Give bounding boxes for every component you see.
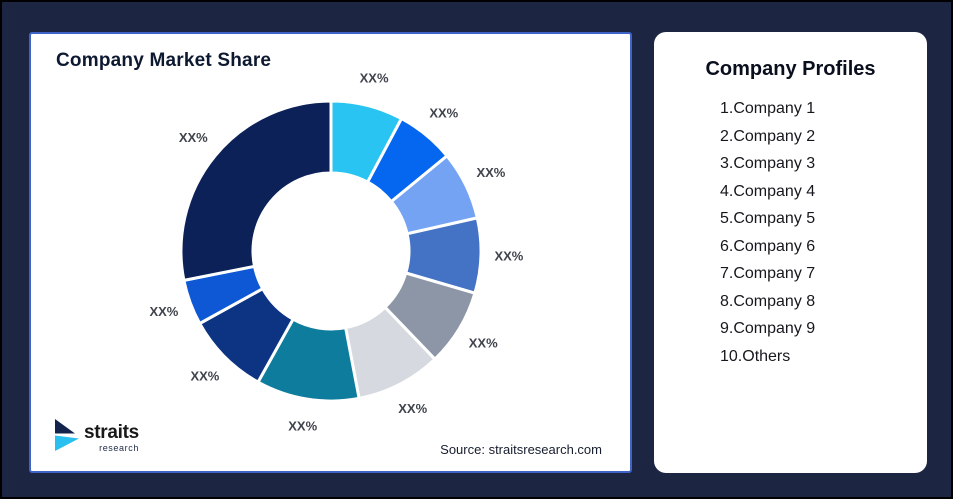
slice-label: XX%: [288, 419, 317, 434]
company-profiles-card: Company Profiles 1.Company 1 2.Company 2 3…: [654, 32, 927, 473]
profiles-list: 1.Company 1 2.Company 2 3.Company 3 4.Compa…: [654, 101, 927, 365]
slice-label: XX%: [190, 369, 219, 384]
donut-chart: XX% XX% XX% XX% XX% XX% XX% XX% XX% XX%: [149, 70, 523, 434]
slice-label: XX%: [469, 335, 498, 350]
logo-cyan-arrow: [55, 435, 79, 451]
list-item: 6.Company 6: [720, 237, 816, 255]
slice-label: XX%: [149, 304, 178, 319]
list-item: 9.Company 9: [720, 320, 816, 337]
slice-label: XX%: [360, 70, 389, 85]
logo-text-secondary: research: [99, 443, 139, 453]
donut-slice: [179, 99, 333, 283]
list-item: 10.Others: [720, 347, 791, 365]
list-item: 4.Company 4: [720, 182, 816, 200]
straits-logo-icon: [55, 419, 79, 451]
chart-title: Company Market Share: [56, 50, 272, 71]
slice-label: XX%: [429, 105, 458, 120]
profiles-title: Company Profiles: [705, 58, 876, 80]
list-item: 5.Company 5: [720, 210, 816, 227]
logo-text: straits research: [84, 423, 139, 453]
market-share-card: Company Market Share XX% XX% XX% XX% XX% XX% X…: [29, 32, 632, 473]
list-item: 8.Company 8: [720, 292, 816, 310]
slice-label: XX%: [179, 130, 208, 145]
straits-research-logo: straits research: [50, 418, 139, 453]
slice-label: XX%: [494, 249, 523, 264]
logo-dark-arrow: [55, 419, 75, 434]
list-item: 1.Company 1: [720, 100, 816, 117]
slice-label: XX%: [398, 401, 427, 416]
slice-label: XX%: [476, 165, 505, 180]
source-text: Source: straitsresearch.com: [440, 442, 602, 457]
list-item: 3.Company 3: [720, 155, 816, 172]
list-item: 2.Company 2: [720, 127, 816, 145]
list-item: 7.Company 7: [720, 265, 816, 282]
logo-text-primary: straits: [84, 422, 139, 443]
